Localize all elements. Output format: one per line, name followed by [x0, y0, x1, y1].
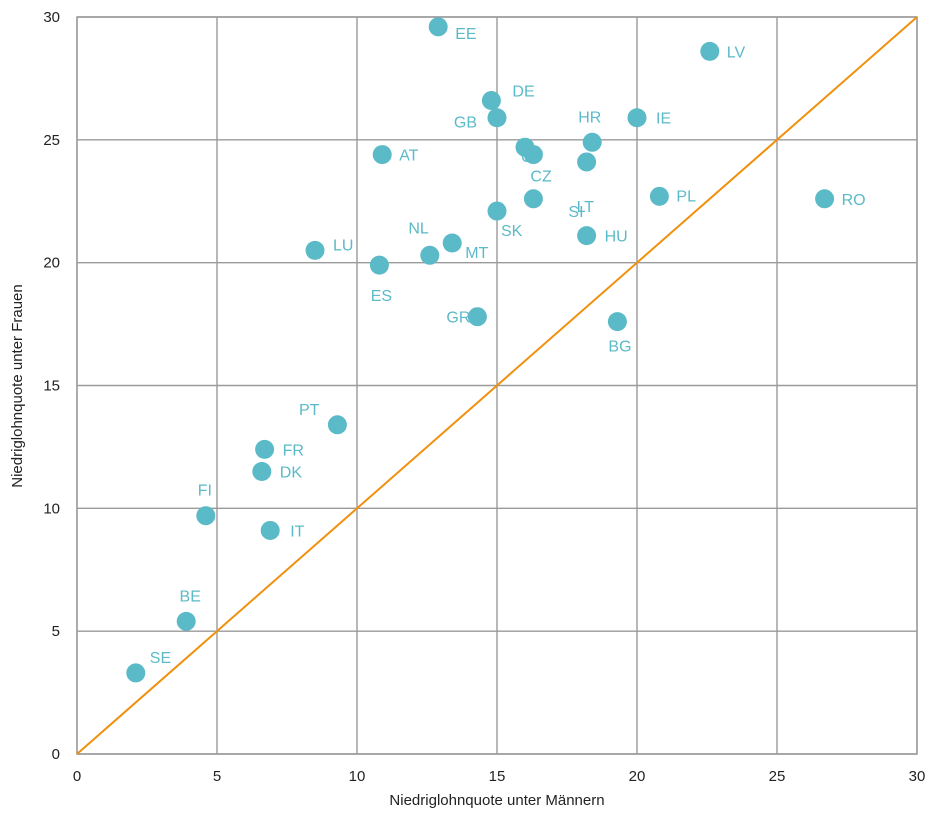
y-tick-label: 30 [43, 9, 60, 26]
point-label-hr: HR [578, 109, 601, 126]
point-label-fr: FR [283, 442, 304, 459]
point-label-si: SI [568, 204, 583, 221]
point-label-de: DE [512, 84, 534, 101]
point-label-pt: PT [299, 402, 320, 419]
point-label-lt: LT [577, 199, 595, 216]
point-it [260, 520, 280, 540]
point-fi [196, 506, 216, 526]
x-tick-label: 0 [73, 768, 81, 785]
point-label-lu: LU [333, 237, 353, 254]
point-ro [815, 189, 835, 209]
point-label-it: IT [290, 523, 304, 540]
point-hr [582, 132, 602, 152]
diagonal-reference [76, 16, 918, 755]
point-label-pl: PL [676, 188, 696, 205]
point-label-gb: GB [454, 115, 477, 132]
point-label-ie: IE [656, 111, 671, 128]
x-tick-label: 10 [349, 768, 366, 785]
point-mt [442, 233, 462, 253]
point-de [481, 91, 501, 111]
point-label-fi: FI [198, 483, 212, 500]
point-label-se: SE [150, 650, 171, 667]
point-label-hu: HU [605, 229, 628, 246]
point-dk [252, 461, 272, 481]
point-se [126, 663, 146, 683]
y-tick-label: 25 [43, 132, 60, 149]
point-bg [607, 312, 627, 332]
point-lv [700, 41, 720, 61]
x-tick-label: 20 [629, 768, 646, 785]
y-tick-label: 0 [52, 746, 60, 763]
point-labels: SE BE FI DK FR IT PT LU ES AT NL MT EE GR DE GB SK CY CZ SI… [150, 26, 866, 667]
point-pt [327, 415, 347, 435]
point-lt [577, 152, 597, 172]
point-label-cz: CZ [530, 169, 552, 186]
point-pl [649, 186, 669, 206]
point-gr [467, 307, 487, 327]
point-si [523, 189, 543, 209]
y-tick-label: 20 [43, 255, 60, 272]
x-tick-labels: 0 5 10 15 20 25 30 [73, 768, 926, 785]
x-tick-label: 25 [769, 768, 786, 785]
point-label-sk: SK [501, 223, 523, 240]
point-label-bg: BG [608, 339, 631, 356]
y-tick-label: 15 [43, 378, 60, 395]
point-fr [255, 439, 275, 459]
point-be [176, 611, 196, 631]
x-tick-label: 5 [213, 768, 221, 785]
point-sk [487, 201, 507, 221]
point-at [372, 145, 392, 165]
y-tick-label: 5 [52, 623, 60, 640]
point-ee [428, 17, 448, 37]
point-label-ro: RO [842, 192, 866, 209]
x-axis-title: Niedriglohnquote unter Männern [389, 792, 604, 809]
plot-frame [76, 16, 918, 755]
point-label-dk: DK [280, 464, 303, 481]
point-label-gr: GR [446, 310, 470, 327]
point-label-be: BE [180, 588, 201, 605]
point-label-mt: MT [465, 245, 488, 262]
point-lu [305, 240, 325, 260]
point-label-at: AT [399, 148, 418, 165]
point-nl [420, 245, 440, 265]
point-label-es: ES [371, 288, 392, 305]
point-label-lv: LV [727, 44, 746, 61]
y-tick-label: 10 [43, 500, 60, 517]
plot-border [76, 16, 918, 755]
y-axis-title: Niedriglohnquote unter Frauen [9, 284, 26, 487]
y-tick-labels: 0 5 10 15 20 25 30 [43, 9, 60, 763]
point-gb [487, 108, 507, 128]
x-tick-label: 15 [489, 768, 506, 785]
point-label-cy: CY [521, 149, 544, 166]
point-es [369, 255, 389, 275]
point-label-nl: NL [408, 220, 429, 237]
point-hu [577, 226, 597, 246]
point-ie [627, 108, 647, 128]
point-label-ee: EE [455, 26, 476, 43]
x-tick-label: 30 [909, 768, 926, 785]
diagonal-line [76, 16, 918, 755]
point-cz [523, 145, 543, 165]
data-points [126, 17, 835, 683]
